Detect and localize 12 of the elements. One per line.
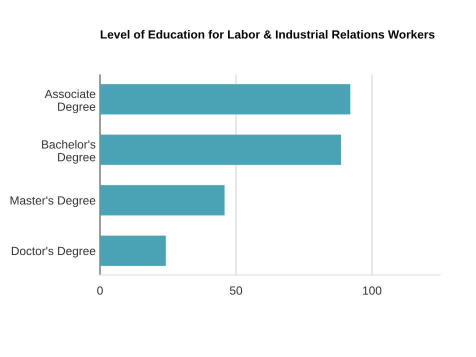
bar — [100, 185, 225, 216]
x-tick-label: 100 — [363, 286, 382, 295]
x-tick-label: 50 — [230, 286, 242, 295]
y-tick-label: Associate Degree — [44, 89, 96, 114]
y-tick-label: Master's Degree — [10, 196, 96, 207]
bar — [100, 236, 166, 266]
y-tick-label: Bachelor's Degree — [42, 140, 96, 164]
bar — [100, 134, 341, 165]
chart-title: Level of Education for Labor & Industrial Relations Workers — [100, 30, 435, 39]
y-tick-label: Doctor's Degree — [12, 246, 96, 258]
bar — [100, 84, 350, 114]
x-tick-label: 0 — [97, 286, 103, 295]
